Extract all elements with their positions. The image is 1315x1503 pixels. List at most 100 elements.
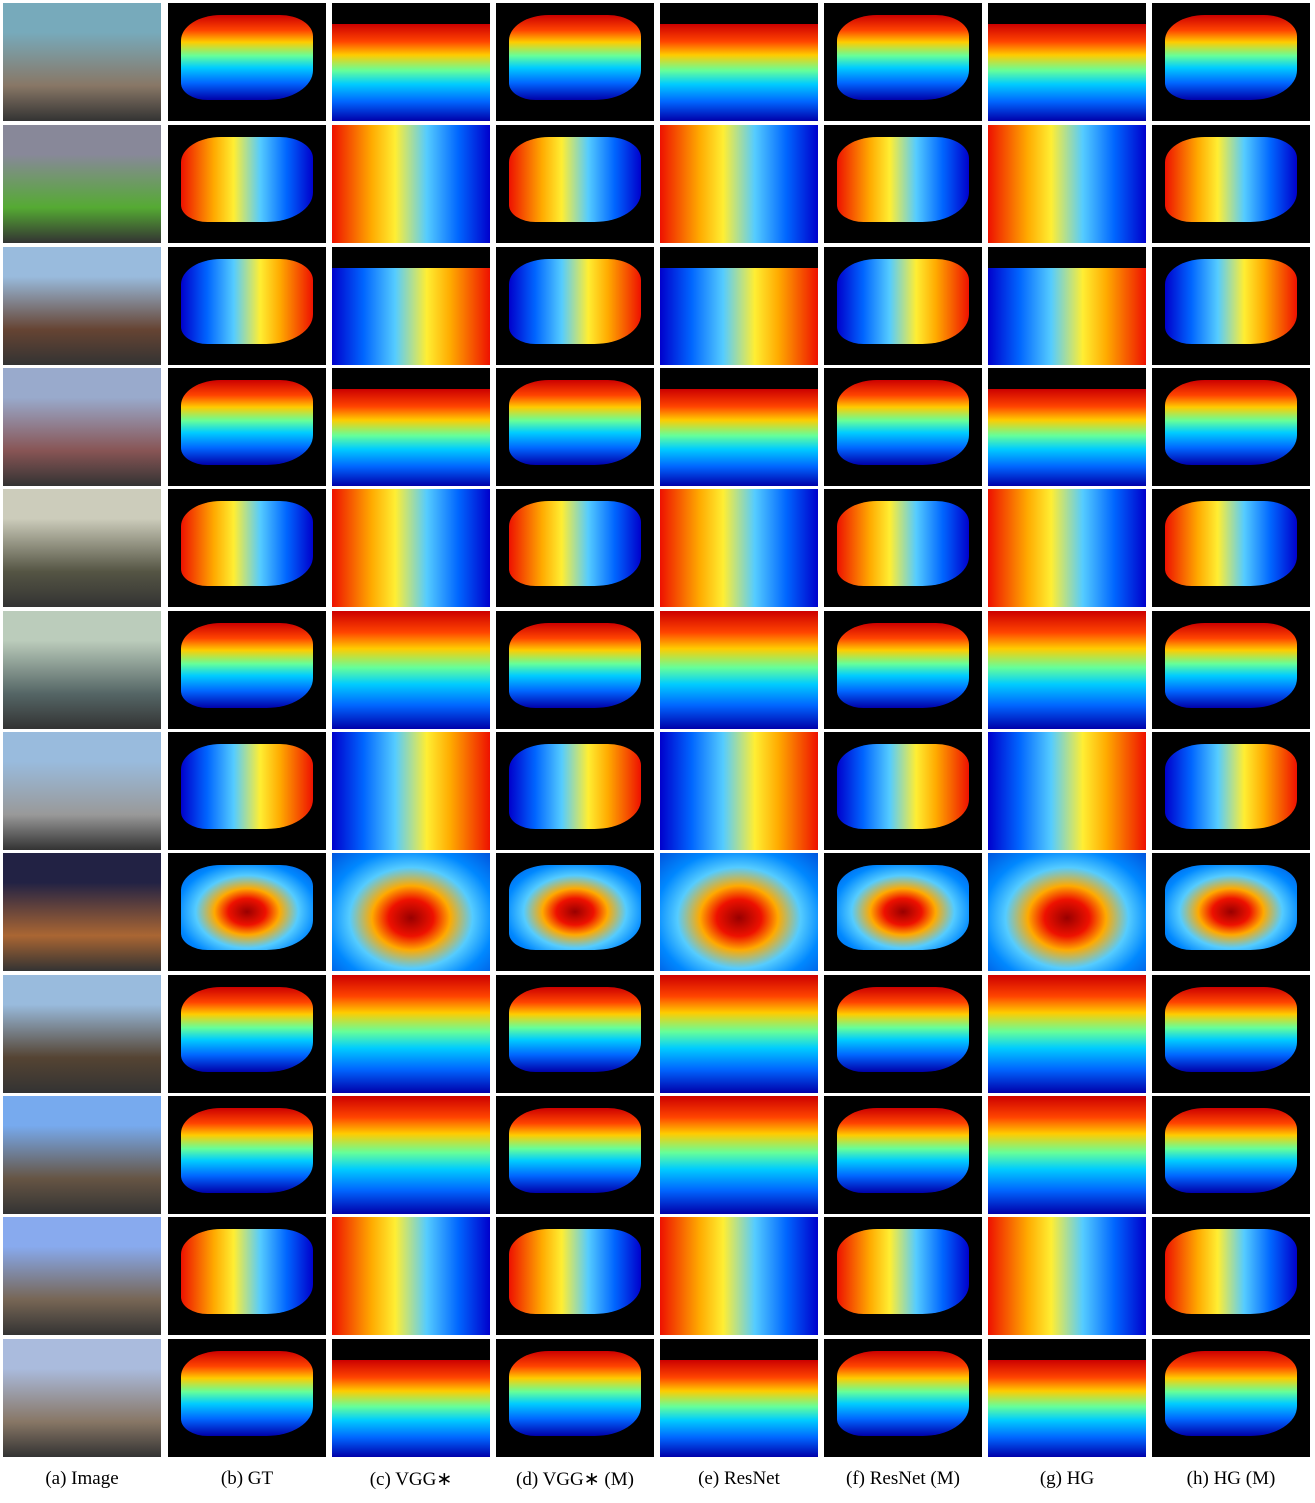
depth-map	[824, 611, 982, 729]
masked-depth	[1164, 743, 1298, 829]
depth-map	[496, 3, 654, 121]
depth-map	[1152, 975, 1310, 1093]
caption: (g) HG	[1039, 1468, 1095, 1489]
masked-depth	[180, 136, 314, 222]
depth-map	[824, 853, 982, 971]
depth-map	[824, 975, 982, 1093]
masked-depth	[1164, 864, 1298, 950]
dense-depth	[988, 853, 1146, 971]
dense-depth	[660, 611, 818, 729]
photo	[3, 1217, 161, 1335]
dense-depth	[332, 24, 490, 121]
photo	[3, 3, 161, 121]
dense-depth	[988, 1096, 1146, 1214]
masked-depth	[180, 14, 314, 100]
depth-map	[168, 247, 326, 365]
depth-map	[332, 125, 490, 243]
depth-map	[988, 853, 1146, 971]
depth-map	[1152, 611, 1310, 729]
depth-map	[1152, 853, 1310, 971]
depth-map	[496, 975, 654, 1093]
masked-depth	[508, 136, 642, 222]
depth-map	[1152, 1339, 1310, 1457]
masked-depth	[508, 743, 642, 829]
depth-map	[332, 1339, 490, 1457]
caption: (e) ResNet	[698, 1468, 780, 1489]
depth-map	[168, 975, 326, 1093]
depth-map	[1152, 125, 1310, 243]
masked-depth	[508, 379, 642, 465]
depth-map	[988, 368, 1146, 486]
dense-depth	[988, 268, 1146, 365]
dense-depth	[988, 975, 1146, 1093]
masked-depth	[1164, 379, 1298, 465]
masked-depth	[836, 136, 970, 222]
dense-depth	[660, 125, 818, 243]
depth-map	[168, 1339, 326, 1457]
masked-depth	[508, 986, 642, 1072]
masked-depth	[836, 258, 970, 344]
dense-depth	[332, 732, 490, 850]
masked-depth	[836, 1228, 970, 1314]
caption: (a) Image	[45, 1468, 119, 1489]
dense-depth	[332, 1217, 490, 1335]
depth-map	[824, 368, 982, 486]
masked-depth	[180, 743, 314, 829]
photo	[3, 368, 161, 486]
masked-depth	[1164, 1107, 1298, 1193]
masked-depth	[508, 622, 642, 708]
depth-map	[988, 3, 1146, 121]
dense-depth	[660, 732, 818, 850]
depth-map	[168, 732, 326, 850]
depth-map	[332, 489, 490, 607]
masked-depth	[508, 864, 642, 950]
depth-map	[988, 1339, 1146, 1457]
masked-depth	[1164, 258, 1298, 344]
depth-map	[496, 368, 654, 486]
masked-depth	[1164, 1228, 1298, 1314]
dense-depth	[660, 489, 818, 607]
masked-depth	[836, 1350, 970, 1436]
depth-map	[332, 368, 490, 486]
depth-map	[332, 611, 490, 729]
masked-depth	[508, 258, 642, 344]
depth-map	[1152, 247, 1310, 365]
depth-map	[660, 3, 818, 121]
depth-map	[168, 1217, 326, 1335]
photo	[3, 853, 161, 971]
dense-depth	[660, 975, 818, 1093]
masked-depth	[508, 1228, 642, 1314]
dense-depth	[988, 1217, 1146, 1335]
dense-depth	[660, 1360, 818, 1457]
depth-map	[1152, 368, 1310, 486]
dense-depth	[332, 975, 490, 1093]
depth-map	[824, 1096, 982, 1214]
depth-map	[496, 1217, 654, 1335]
caption: (b) GT	[220, 1468, 274, 1489]
masked-depth	[508, 14, 642, 100]
masked-depth	[180, 864, 314, 950]
dense-depth	[332, 389, 490, 486]
dense-depth	[332, 611, 490, 729]
depth-map	[988, 975, 1146, 1093]
depth-map	[824, 732, 982, 850]
depth-map	[824, 125, 982, 243]
depth-map	[660, 1339, 818, 1457]
masked-depth	[180, 1107, 314, 1193]
dense-depth	[988, 389, 1146, 486]
photo	[3, 611, 161, 729]
masked-depth	[180, 622, 314, 708]
depth-map	[168, 611, 326, 729]
masked-depth	[1164, 136, 1298, 222]
masked-depth	[836, 1107, 970, 1193]
depth-map	[332, 1217, 490, 1335]
dense-depth	[332, 1360, 490, 1457]
depth-map	[332, 732, 490, 850]
masked-depth	[180, 258, 314, 344]
depth-map	[168, 3, 326, 121]
dense-depth	[660, 1096, 818, 1214]
masked-depth	[1164, 1350, 1298, 1436]
depth-map	[660, 853, 818, 971]
dense-depth	[988, 611, 1146, 729]
